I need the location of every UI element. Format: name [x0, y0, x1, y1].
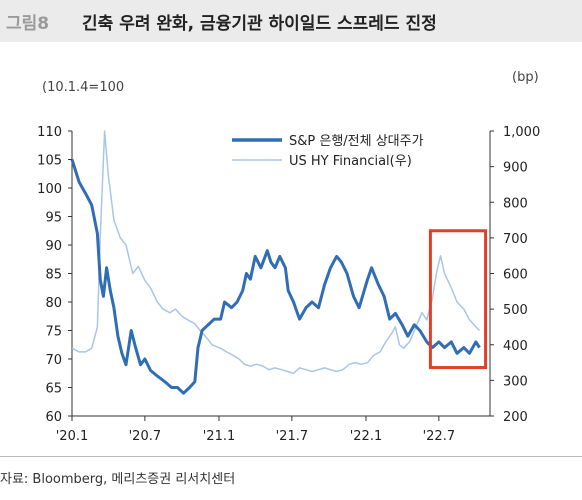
left-tick-label: 80: [45, 296, 62, 311]
left-tick-label: 85: [45, 268, 62, 283]
x-tick-label: '22.1: [350, 429, 383, 444]
right-tick-label: 600: [503, 268, 528, 283]
x-tick-label: '22.7: [423, 429, 456, 444]
title-bar: 그림8 긴축 우려 완화, 금융기관 하이일드 스프레드 진정: [0, 0, 582, 42]
right-tick-label: 500: [503, 303, 528, 318]
highlight-layer: [428, 229, 488, 370]
left-tick-label: 105: [37, 154, 62, 169]
left-tick-label: 100: [37, 182, 62, 197]
right-tick-label: 200: [503, 410, 528, 425]
left-tick-label: 60: [45, 410, 62, 425]
legend: S&P 은행/전체 상대주가 US HY Financial(우): [232, 133, 424, 169]
x-tick-label: '21.7: [276, 429, 309, 444]
right-tick-label: 400: [503, 339, 528, 354]
x-axis-ticks: '20.1 '20.7 '21.1 '21.7 '22.1 '22.7: [56, 416, 455, 444]
series-line-us-hy-financial: [71, 130, 481, 375]
series-line-sp-bank: [70, 159, 481, 395]
left-axis-ticks: 60 65 70 75 80 85 90 95 100 105 110: [37, 125, 72, 425]
legend-label-us-hy-financial: US HY Financial(우): [289, 154, 412, 169]
left-tick-label: 75: [45, 325, 62, 340]
chart-title: 긴축 우려 완화, 금융기관 하이일드 스프레드 진정: [82, 14, 437, 34]
left-tick-label: 110: [37, 125, 62, 140]
right-tick-label: 700: [503, 232, 528, 247]
source-divider: [0, 456, 582, 457]
left-tick-label: 70: [45, 353, 62, 368]
left-tick-label: 95: [45, 211, 62, 226]
right-tick-label: 1,000: [503, 125, 540, 140]
x-tick-label: '20.1: [56, 429, 89, 444]
legend-label-sp-bank: S&P 은행/전체 상대주가: [289, 133, 424, 149]
chart-axes: [71, 131, 491, 417]
left-axis-unit: (10.1.4=100: [42, 80, 125, 95]
x-tick-label: '21.1: [203, 429, 236, 444]
left-tick-label: 90: [45, 239, 62, 254]
highlight-box: [428, 229, 488, 370]
x-tick-label: '20.7: [129, 429, 162, 444]
source-note: 자료: Bloomberg, 메리츠증권 리서치센터: [0, 472, 236, 487]
figure-number: 그림8: [6, 14, 50, 34]
series-layer: [70, 130, 481, 395]
left-tick-label: 65: [45, 382, 62, 397]
right-tick-label: 800: [503, 196, 528, 211]
right-tick-label: 300: [503, 374, 528, 389]
right-axis-unit: (bp): [512, 70, 539, 85]
right-axis-ticks: 200 300 400 500 600 700 800 900 1,000: [490, 125, 540, 425]
right-tick-label: 900: [503, 161, 528, 176]
